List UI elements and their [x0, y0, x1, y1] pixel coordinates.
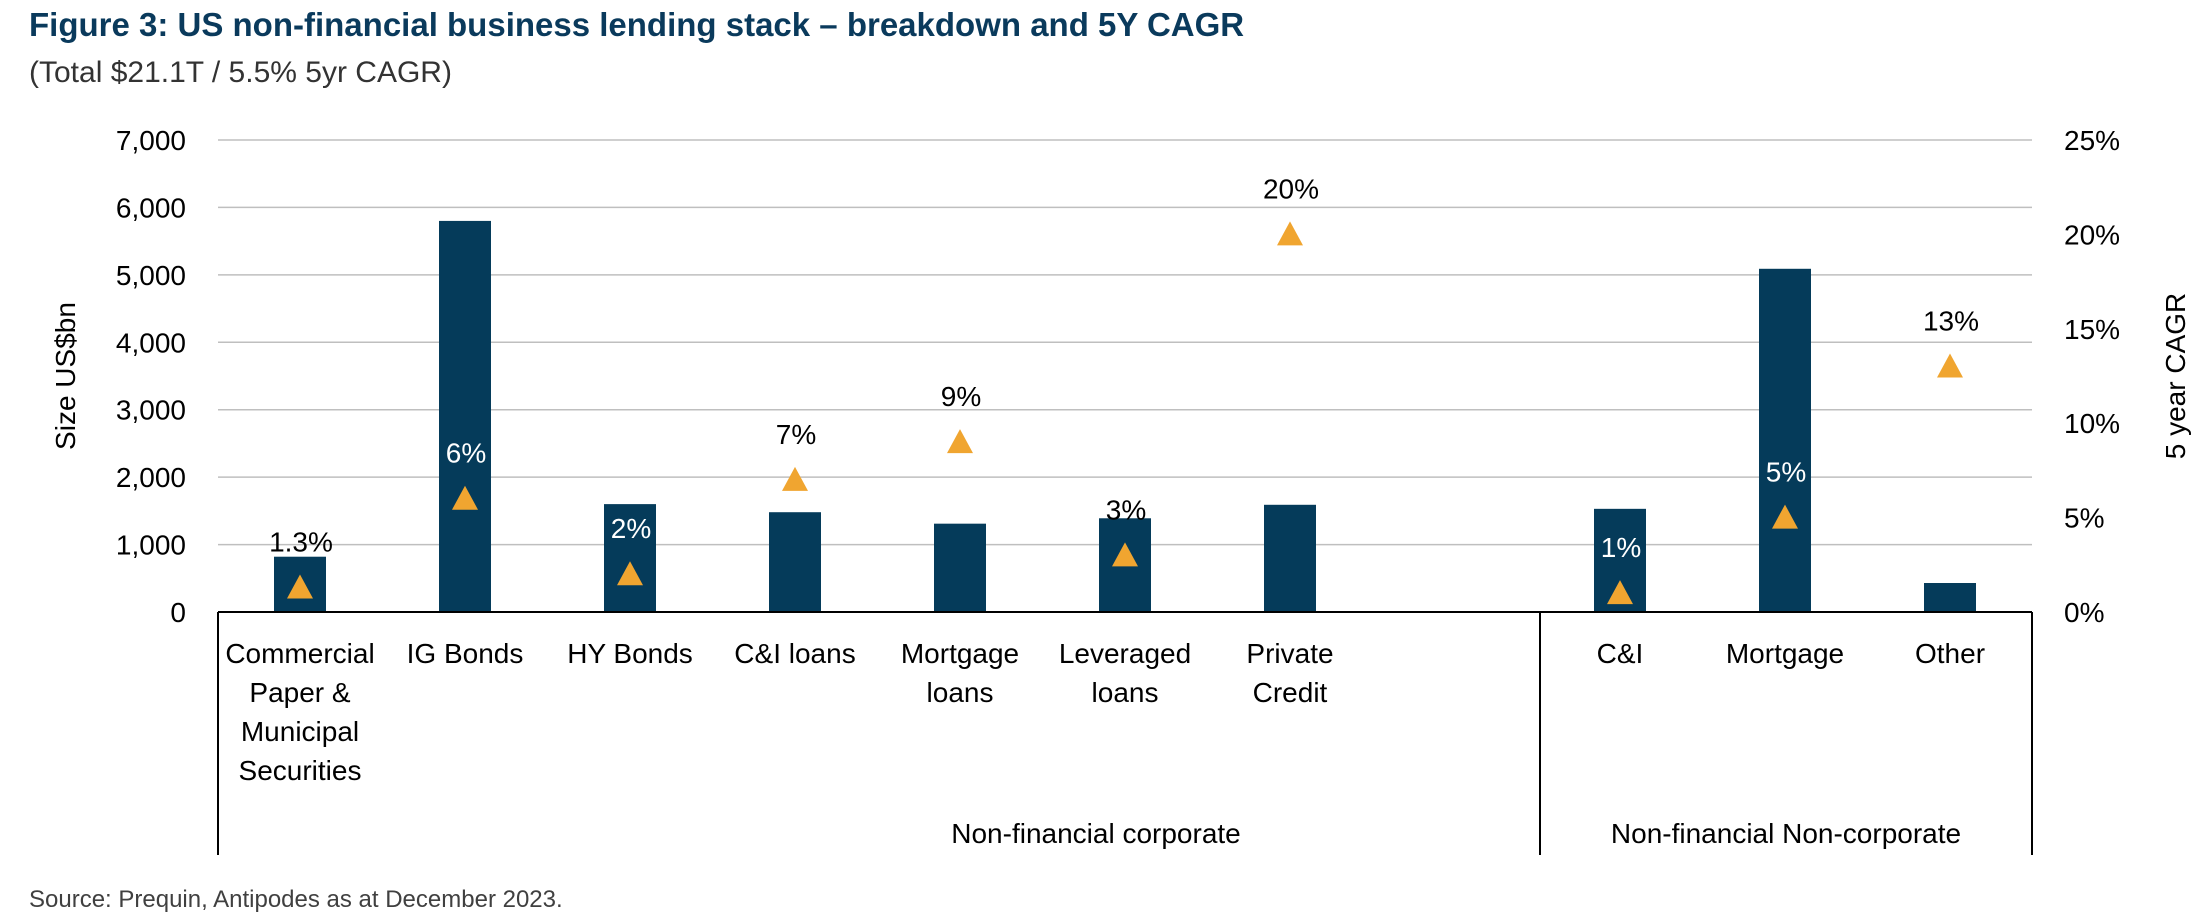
- x-axis-tick-label: loans: [927, 677, 994, 708]
- cagr-data-label: 7%: [776, 419, 816, 450]
- cagr-data-label: 13%: [1923, 306, 1979, 337]
- cagr-marker: [452, 485, 478, 510]
- x-axis-tick-label: Paper &: [249, 677, 350, 708]
- y-axis-tick-label: 0: [170, 597, 186, 628]
- cagr-marker: [1937, 353, 1963, 378]
- chart-title: Figure 3: US non-financial business lend…: [29, 6, 1245, 43]
- x-axis-tick-label: Private: [1246, 638, 1333, 669]
- y2-axis-tick-label: 0%: [2064, 597, 2104, 628]
- y2-axis-title: 5 year CAGR: [2160, 293, 2191, 460]
- x-axis-tick-label: loans: [1092, 677, 1159, 708]
- bar: [769, 512, 821, 612]
- cagr-marker: [617, 561, 643, 586]
- cagr-data-label: 1%: [1601, 532, 1641, 563]
- cagr-data-label: 3%: [1106, 494, 1146, 525]
- group-label: Non-financial corporate: [951, 818, 1241, 849]
- x-axis-tick-label: Securities: [239, 755, 362, 786]
- x-axis-tick-label: Credit: [1253, 677, 1328, 708]
- cagr-marker: [947, 429, 973, 454]
- bar: [934, 523, 986, 612]
- x-axis-tick-label: Municipal: [241, 716, 359, 747]
- cagr-marker: [1277, 221, 1303, 246]
- cagr-data-label: 5%: [1766, 457, 1806, 488]
- cagr-data-label: 6%: [446, 438, 486, 469]
- y-axis-title: Size US$bn: [50, 302, 81, 450]
- y-axis-tick-label: 2,000: [116, 462, 186, 493]
- x-axis-tick-label: IG Bonds: [407, 638, 524, 669]
- bar: [604, 504, 656, 612]
- cagr-marker: [1112, 542, 1138, 567]
- cagr-marker: [782, 466, 808, 491]
- x-axis-tick-label: Other: [1915, 638, 1985, 669]
- y-axis-tick-label: 7,000: [116, 125, 186, 156]
- cagr-data-label: 20%: [1263, 173, 1319, 204]
- x-axis-tick-label: HY Bonds: [567, 638, 693, 669]
- cagr-marker: [1607, 580, 1633, 605]
- source-note: Source: Prequin, Antipodes as at Decembe…: [29, 886, 563, 913]
- y2-axis-tick-label: 20%: [2064, 219, 2120, 250]
- y-axis-tick-label: 1,000: [116, 530, 186, 561]
- y2-axis-tick-label: 10%: [2064, 408, 2120, 439]
- cagr-data-label: 9%: [941, 381, 981, 412]
- bar: [439, 220, 491, 612]
- cagr-data-label: 2%: [611, 513, 651, 544]
- x-axis-tick-label: Mortgage: [901, 638, 1019, 669]
- y2-axis-tick-label: 5%: [2064, 503, 2104, 534]
- cagr-marker: [287, 574, 313, 599]
- y-axis-tick-label: 6,000: [116, 192, 186, 223]
- bar: [1264, 504, 1316, 612]
- group-label: Non-financial Non-corporate: [1611, 818, 1961, 849]
- y-axis-tick-label: 5,000: [116, 260, 186, 291]
- cagr-marker: [1772, 504, 1798, 529]
- x-axis-tick-label: C&I loans: [734, 638, 855, 669]
- bar: [1759, 268, 1811, 612]
- y-axis-tick-label: 4,000: [116, 327, 186, 358]
- x-axis-tick-label: Leveraged: [1059, 638, 1191, 669]
- y2-axis-tick-label: 15%: [2064, 314, 2120, 345]
- x-axis-tick-label: Commercial: [225, 638, 374, 669]
- y2-axis-tick-label: 25%: [2064, 125, 2120, 156]
- x-axis-tick-label: C&I: [1597, 638, 1644, 669]
- chart-subtitle: (Total $21.1T / 5.5% 5yr CAGR): [29, 56, 452, 89]
- y-axis-tick-label: 3,000: [116, 395, 186, 426]
- bar: [1924, 583, 1976, 612]
- cagr-data-label: 1.3%: [269, 526, 333, 557]
- x-axis-tick-label: Mortgage: [1726, 638, 1844, 669]
